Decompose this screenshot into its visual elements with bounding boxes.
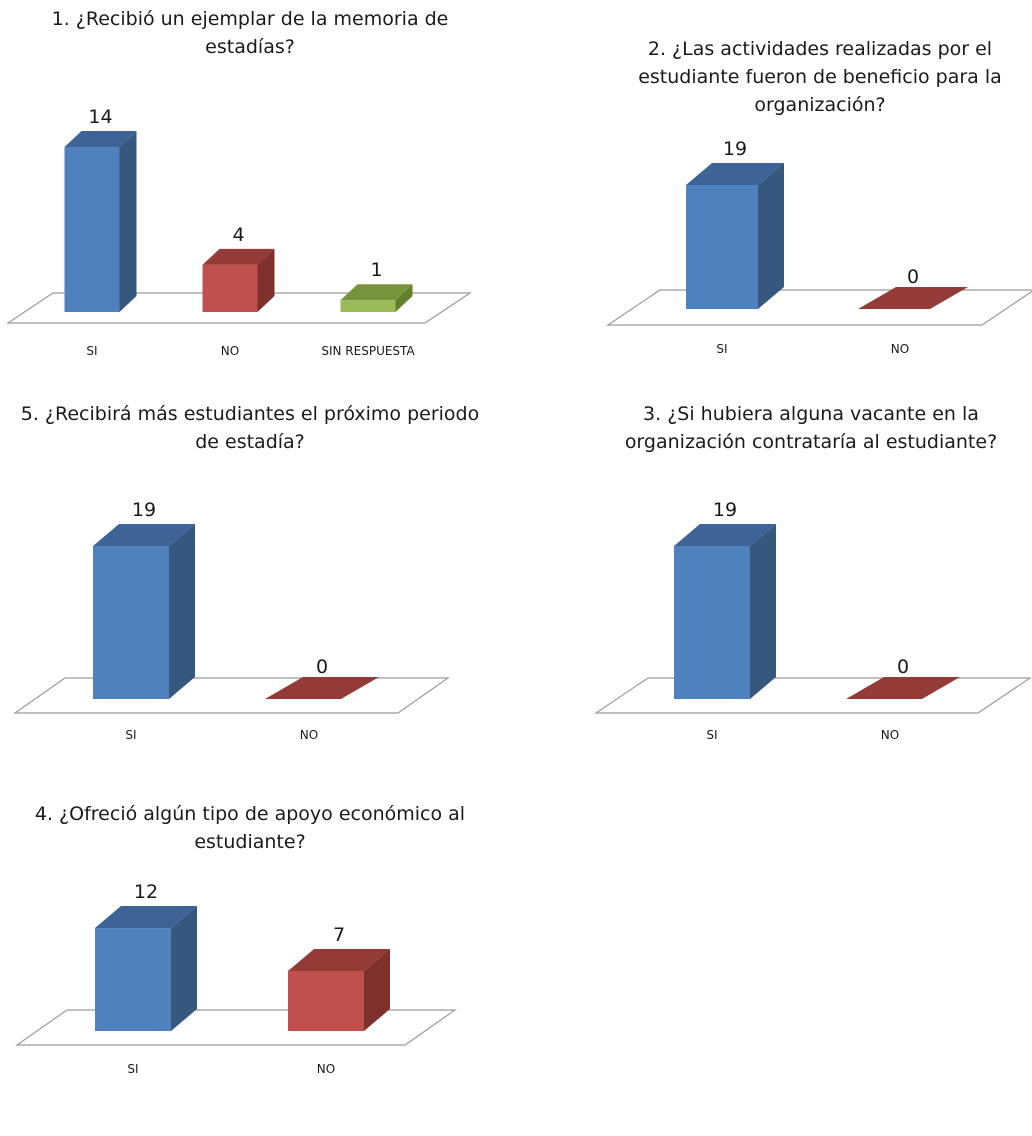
data-label: 0 (897, 656, 909, 678)
bar-top (288, 948, 390, 971)
bar-side (257, 248, 275, 312)
bar-side (758, 163, 784, 309)
chart-title: 5. ¿Recibirá más estudiantes el próximo … (20, 403, 480, 453)
data-label: 0 (316, 656, 328, 678)
chart-recibio-memoria: 1. ¿Recibió un ejemplar de la memoria de… (0, 0, 500, 375)
bar-top (95, 906, 197, 929)
bar-front-si (686, 185, 758, 309)
bar-front-si (95, 928, 171, 1031)
chart-beneficio-organizacion: 2. ¿Las actividades realizadas por el es… (590, 0, 1032, 375)
bar-top (93, 524, 195, 546)
chart-apoyo-economico: 4. ¿Ofreció algún tipo de apoyo económic… (0, 795, 500, 1136)
category-label: SI (127, 1062, 138, 1076)
data-label: 12 (134, 881, 158, 903)
chart-plot: 14 SI 4 NO 1 SIN RESPUESTA (6, 106, 472, 358)
data-label: 1 (370, 259, 382, 281)
chart-title: 1. ¿Recibió un ejemplar de la memoria de… (51, 8, 449, 58)
floor-plane (594, 677, 1032, 714)
category-label: NO (317, 1062, 335, 1076)
category-label: SI (125, 728, 136, 742)
bar-side (364, 948, 390, 1031)
chart-plot: 19 SI 0 NO (606, 138, 1032, 356)
bar-front-si (674, 546, 750, 699)
bar-side (171, 906, 197, 1031)
data-label: 19 (132, 499, 156, 521)
bar-flat-no (858, 287, 968, 309)
chart-recibira-estudiantes: 5. ¿Recibirá más estudiantes el próximo … (0, 395, 500, 775)
category-label: SIN RESPUESTA (321, 344, 415, 358)
data-label: 19 (723, 138, 747, 160)
bar-top (674, 524, 776, 546)
chart-title: 4. ¿Ofreció algún tipo de apoyo económic… (34, 803, 466, 853)
bar-flat-no (265, 677, 379, 699)
category-label: SI (716, 342, 727, 356)
bar-flat-no (846, 677, 960, 699)
bar-front-si (64, 147, 120, 312)
data-label: 0 (907, 266, 919, 288)
data-label: 4 (232, 224, 244, 246)
bar-top (340, 284, 413, 301)
bar-front-no (288, 970, 364, 1031)
chart-plot: 19 SI 0 NO (594, 499, 1032, 742)
bar-side (119, 131, 137, 312)
floor-plane (606, 289, 1032, 326)
chart-plot: 12 SI 7 NO (15, 881, 457, 1076)
bar-top (686, 163, 784, 185)
floor-plane (15, 1009, 457, 1046)
bar-top (64, 131, 137, 147)
category-label: NO (881, 728, 899, 742)
data-label: 19 (713, 499, 737, 521)
data-label: 14 (88, 106, 112, 128)
data-label: 7 (333, 924, 345, 946)
bar-front-sin-respuesta (340, 300, 396, 312)
chart-vacante-contrataria: 3. ¿Si hubiera alguna vacante en la orga… (590, 395, 1032, 775)
category-label: NO (891, 342, 909, 356)
category-label: NO (221, 344, 239, 358)
bar-side (395, 284, 413, 312)
bar-side (750, 524, 776, 699)
bar-front-no (202, 264, 258, 312)
bar-top (202, 248, 275, 265)
chart-plot: 19 SI 0 NO (13, 499, 450, 742)
floor-plane (13, 677, 450, 714)
category-label: SI (86, 344, 97, 358)
category-label: SI (706, 728, 717, 742)
bar-front-si (93, 546, 169, 699)
category-label: NO (300, 728, 318, 742)
chart-title: 2. ¿Las actividades realizadas por el es… (638, 38, 1002, 116)
chart-title: 3. ¿Si hubiera alguna vacante en la orga… (624, 403, 998, 453)
bar-side (169, 524, 195, 699)
